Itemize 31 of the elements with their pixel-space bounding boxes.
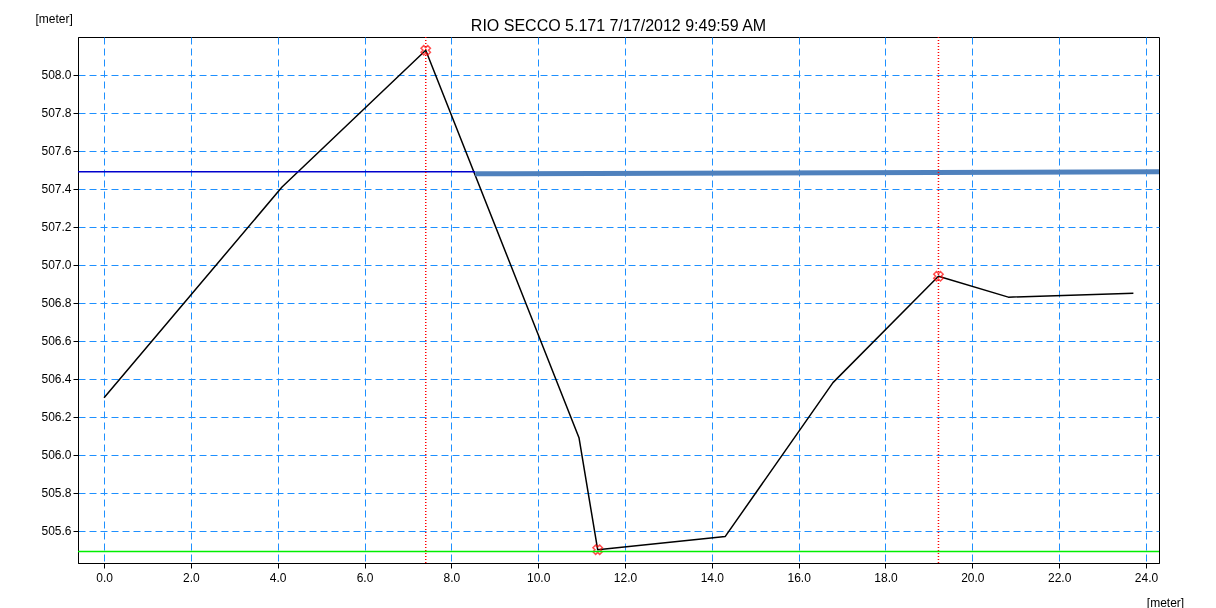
- x-tick-label: 6.0: [356, 570, 374, 585]
- x-tick-label: 16.0: [787, 570, 812, 585]
- point: [933, 270, 944, 282]
- y-axis-title: [meter]: [35, 11, 73, 26]
- x-tick-label: 18.0: [874, 570, 898, 585]
- x-tick-label: 22.0: [1047, 570, 1072, 585]
- chart-title: RIO SECCO 5.171 7/17/2012 9:49:59 AM: [470, 17, 767, 34]
- y-tick-label: 507.4: [41, 182, 72, 197]
- x-tick-label: 10.0: [527, 570, 551, 585]
- y-tick-label: 507.0: [41, 258, 72, 273]
- y-tick-label: 505.8: [41, 486, 72, 501]
- y-tick-label: 507.2: [41, 220, 72, 235]
- y-tick-label: 506.6: [41, 334, 72, 349]
- x-tick-label: 2.0: [183, 570, 201, 585]
- x-tick-label: 24.0: [1134, 570, 1159, 585]
- y-tick-label: 506.0: [41, 448, 72, 463]
- y-tick-label: 506.2: [41, 410, 72, 425]
- y-tick-label: 507.6: [41, 144, 72, 159]
- point: [592, 544, 604, 556]
- x-tick-label: 0.0: [96, 570, 114, 585]
- x-tick-label: 12.0: [613, 570, 638, 585]
- y-tick-label: 507.8: [41, 106, 72, 121]
- x-tick-label: 8.0: [443, 570, 461, 585]
- y-tick-label: 506.4: [41, 372, 72, 387]
- x-tick-label: 14.0: [700, 570, 725, 585]
- x-tick-label: 4.0: [269, 570, 287, 585]
- point: [420, 44, 432, 56]
- y-tick-label: 508.0: [41, 68, 72, 83]
- x-tick-label: 20.0: [961, 570, 985, 585]
- y-tick-label: 506.8: [41, 296, 72, 311]
- y-tick-label: 505.6: [41, 524, 72, 539]
